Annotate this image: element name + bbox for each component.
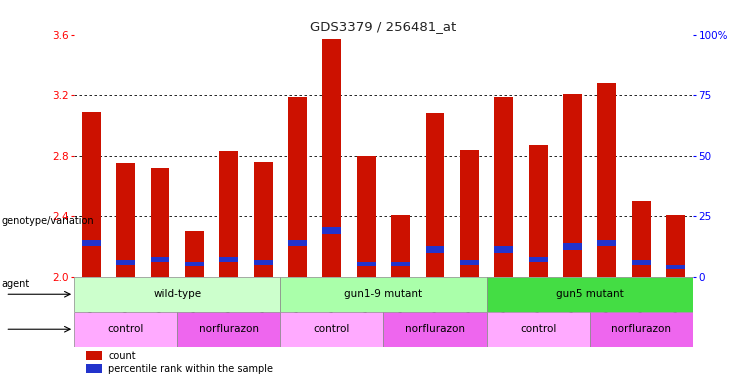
Bar — [632, 201, 651, 277]
Bar — [185, 231, 204, 277]
Bar — [384, 312, 487, 347]
Text: wild-type: wild-type — [153, 289, 202, 299]
Bar — [563, 243, 582, 250]
Bar — [87, 364, 102, 373]
Text: count: count — [108, 351, 136, 361]
Bar — [280, 312, 384, 347]
Text: agent: agent — [1, 279, 30, 289]
Bar — [391, 262, 410, 266]
Bar — [460, 260, 479, 265]
Bar — [150, 168, 170, 277]
Bar — [288, 240, 307, 247]
Bar — [253, 260, 273, 265]
Bar — [632, 260, 651, 265]
Bar — [253, 162, 273, 277]
Bar — [494, 97, 514, 277]
Bar — [528, 145, 548, 277]
Text: control: control — [313, 324, 350, 334]
Text: control: control — [520, 324, 556, 334]
Bar — [460, 150, 479, 277]
Bar — [82, 240, 101, 247]
Bar — [487, 277, 693, 312]
Bar — [82, 112, 101, 277]
Bar — [288, 97, 307, 277]
Text: genotype/variation: genotype/variation — [1, 216, 94, 226]
Bar — [177, 312, 280, 347]
Text: norflurazon: norflurazon — [405, 324, 465, 334]
Bar — [357, 156, 376, 277]
Bar — [150, 257, 170, 262]
Bar — [74, 312, 177, 347]
Bar — [528, 257, 548, 262]
Bar — [666, 215, 685, 277]
Bar — [322, 39, 342, 277]
Title: GDS3379 / 256481_at: GDS3379 / 256481_at — [310, 20, 456, 33]
Text: norflurazon: norflurazon — [611, 324, 671, 334]
Bar — [357, 262, 376, 266]
Bar — [391, 215, 410, 277]
Text: gun1-9 mutant: gun1-9 mutant — [345, 289, 422, 299]
Text: control: control — [107, 324, 144, 334]
Bar — [185, 262, 204, 266]
Bar — [563, 94, 582, 277]
Text: gun5 mutant: gun5 mutant — [556, 289, 624, 299]
Bar — [280, 277, 487, 312]
Bar — [87, 351, 102, 360]
Text: percentile rank within the sample: percentile rank within the sample — [108, 364, 273, 374]
Bar — [74, 277, 280, 312]
Bar — [425, 247, 445, 253]
Bar — [116, 260, 135, 265]
Bar — [487, 312, 590, 347]
Bar — [116, 163, 135, 277]
Bar — [494, 247, 514, 253]
Bar — [219, 257, 239, 262]
Bar — [597, 240, 617, 247]
Bar — [590, 312, 693, 347]
Bar — [322, 227, 342, 234]
Text: norflurazon: norflurazon — [199, 324, 259, 334]
Bar — [425, 113, 445, 277]
Bar — [597, 83, 617, 277]
Bar — [219, 151, 239, 277]
Bar — [666, 265, 685, 269]
